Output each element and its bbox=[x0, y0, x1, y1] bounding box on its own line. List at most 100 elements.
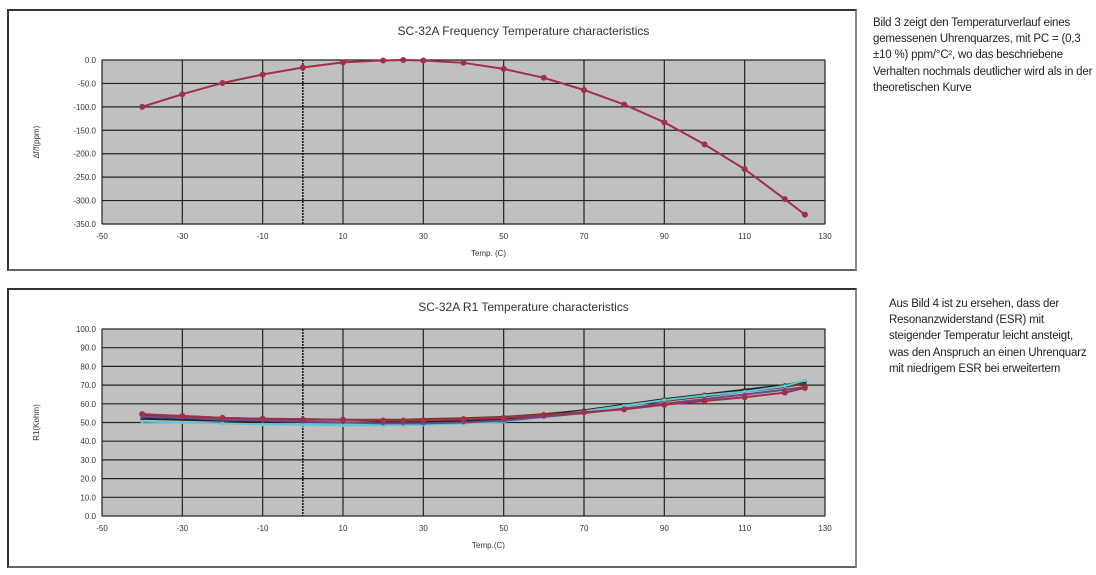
frequency-chart-svg: SC-32A Frequency Temperature characteris… bbox=[32, 24, 832, 258]
data-point bbox=[801, 384, 808, 391]
x-tick-label: 110 bbox=[738, 524, 751, 533]
x-tick-label: 70 bbox=[580, 524, 589, 533]
data-point bbox=[380, 57, 387, 64]
y-tick-label: 40.0 bbox=[80, 437, 96, 446]
data-point bbox=[742, 389, 747, 394]
data-point bbox=[139, 411, 146, 418]
data-point bbox=[803, 378, 807, 383]
data-point bbox=[581, 409, 587, 416]
y-tick-label: 80.0 bbox=[80, 362, 96, 371]
data-point bbox=[400, 417, 407, 424]
data-point bbox=[741, 394, 748, 401]
x-tick-label: 110 bbox=[738, 232, 751, 241]
y-tick-label: 60.0 bbox=[80, 400, 96, 409]
r1-chart-svg: SC-32A R1 Temperature characteristics100… bbox=[32, 300, 832, 550]
data-point bbox=[341, 423, 345, 428]
data-point bbox=[219, 414, 226, 421]
data-point bbox=[460, 59, 467, 66]
plot-area bbox=[101, 59, 826, 225]
y-tick-label: -300.0 bbox=[73, 197, 96, 206]
data-point bbox=[621, 101, 628, 108]
x-tick-label: -50 bbox=[96, 232, 108, 241]
data-point bbox=[299, 416, 306, 423]
x-tick-label: 30 bbox=[419, 232, 428, 241]
caption-bild-4: Aus Bild 4 ist zu ersehen, dass der Reso… bbox=[889, 298, 1087, 375]
data-point bbox=[380, 417, 387, 424]
y-tick-label: 90.0 bbox=[80, 344, 96, 353]
data-point bbox=[781, 196, 788, 203]
x-tick-label: 10 bbox=[339, 524, 348, 533]
data-point bbox=[661, 401, 668, 408]
data-point bbox=[500, 65, 507, 72]
data-point bbox=[460, 416, 467, 423]
y-tick-label: -100.0 bbox=[73, 103, 96, 112]
data-point bbox=[801, 211, 808, 218]
y-tick-label: -200.0 bbox=[73, 150, 96, 159]
y-tick-label: 10.0 bbox=[80, 493, 96, 502]
x-tick-label: 10 bbox=[339, 232, 348, 241]
x-tick-label: -10 bbox=[257, 524, 269, 533]
chart-title: SC-32A Frequency Temperature characteris… bbox=[398, 24, 650, 38]
x-tick-label: 90 bbox=[660, 524, 669, 533]
data-point bbox=[179, 412, 186, 419]
data-point bbox=[139, 103, 146, 110]
data-point bbox=[260, 422, 265, 427]
x-tick-label: 30 bbox=[419, 524, 428, 533]
x-tick-label: 70 bbox=[580, 232, 589, 241]
y-tick-label: -150.0 bbox=[73, 126, 96, 135]
frequency-chart: SC-32A Frequency Temperature characteris… bbox=[7, 9, 857, 271]
data-point bbox=[420, 417, 427, 424]
y-tick-label: -50.0 bbox=[78, 79, 97, 88]
data-point bbox=[340, 416, 346, 423]
data-point bbox=[340, 59, 346, 66]
data-point bbox=[301, 422, 305, 427]
data-point bbox=[701, 397, 708, 404]
y-tick-label: 50.0 bbox=[80, 419, 96, 428]
data-point bbox=[420, 57, 427, 64]
caption-bild-3: Bild 3 zeigt den Temperaturverlauf eines… bbox=[873, 17, 1093, 94]
data-point bbox=[621, 406, 628, 413]
y-tick-label: -250.0 bbox=[73, 173, 96, 182]
data-point bbox=[400, 57, 407, 63]
y-tick-label: 20.0 bbox=[80, 475, 96, 484]
data-point bbox=[259, 415, 266, 422]
data-point bbox=[219, 79, 226, 86]
y-axis-label: ∆f/f(ppm) bbox=[32, 125, 41, 158]
data-point bbox=[741, 166, 748, 173]
data-point bbox=[701, 141, 708, 148]
data-point bbox=[702, 393, 707, 398]
x-tick-label: 130 bbox=[818, 232, 832, 241]
x-tick-label: -30 bbox=[177, 524, 189, 533]
y-tick-label: 70.0 bbox=[80, 381, 96, 390]
x-tick-label: -30 bbox=[177, 232, 189, 241]
x-tick-label: -10 bbox=[257, 232, 269, 241]
data-point bbox=[662, 398, 667, 402]
y-tick-label: 100.0 bbox=[76, 325, 97, 334]
data-point bbox=[220, 421, 225, 426]
data-point bbox=[661, 119, 668, 126]
x-tick-label: 50 bbox=[499, 232, 508, 241]
data-point bbox=[540, 412, 547, 419]
x-tick-label: 90 bbox=[660, 232, 669, 241]
y-tick-label: -350.0 bbox=[73, 220, 96, 229]
data-point bbox=[783, 384, 787, 388]
data-point bbox=[299, 64, 306, 71]
data-point bbox=[581, 86, 587, 93]
y-axis-label: R1(Kohm) bbox=[32, 404, 41, 441]
x-axis-label: Temp. (C) bbox=[471, 249, 506, 258]
data-point bbox=[781, 389, 788, 396]
x-tick-label: 130 bbox=[818, 524, 832, 533]
x-tick-label: -50 bbox=[96, 524, 108, 533]
x-axis-label: Temp.(C) bbox=[472, 541, 505, 550]
y-tick-label: 30.0 bbox=[80, 456, 96, 465]
y-tick-label: 0.0 bbox=[85, 512, 97, 521]
y-tick-label: 0.0 bbox=[85, 56, 97, 65]
chart-title: SC-32A R1 Temperature characteristics bbox=[418, 300, 629, 314]
x-tick-label: 50 bbox=[499, 524, 508, 533]
data-point bbox=[180, 420, 185, 425]
data-point bbox=[540, 74, 547, 81]
data-point bbox=[500, 414, 507, 421]
data-point bbox=[179, 91, 186, 98]
data-point bbox=[140, 419, 144, 424]
data-point bbox=[259, 71, 266, 78]
